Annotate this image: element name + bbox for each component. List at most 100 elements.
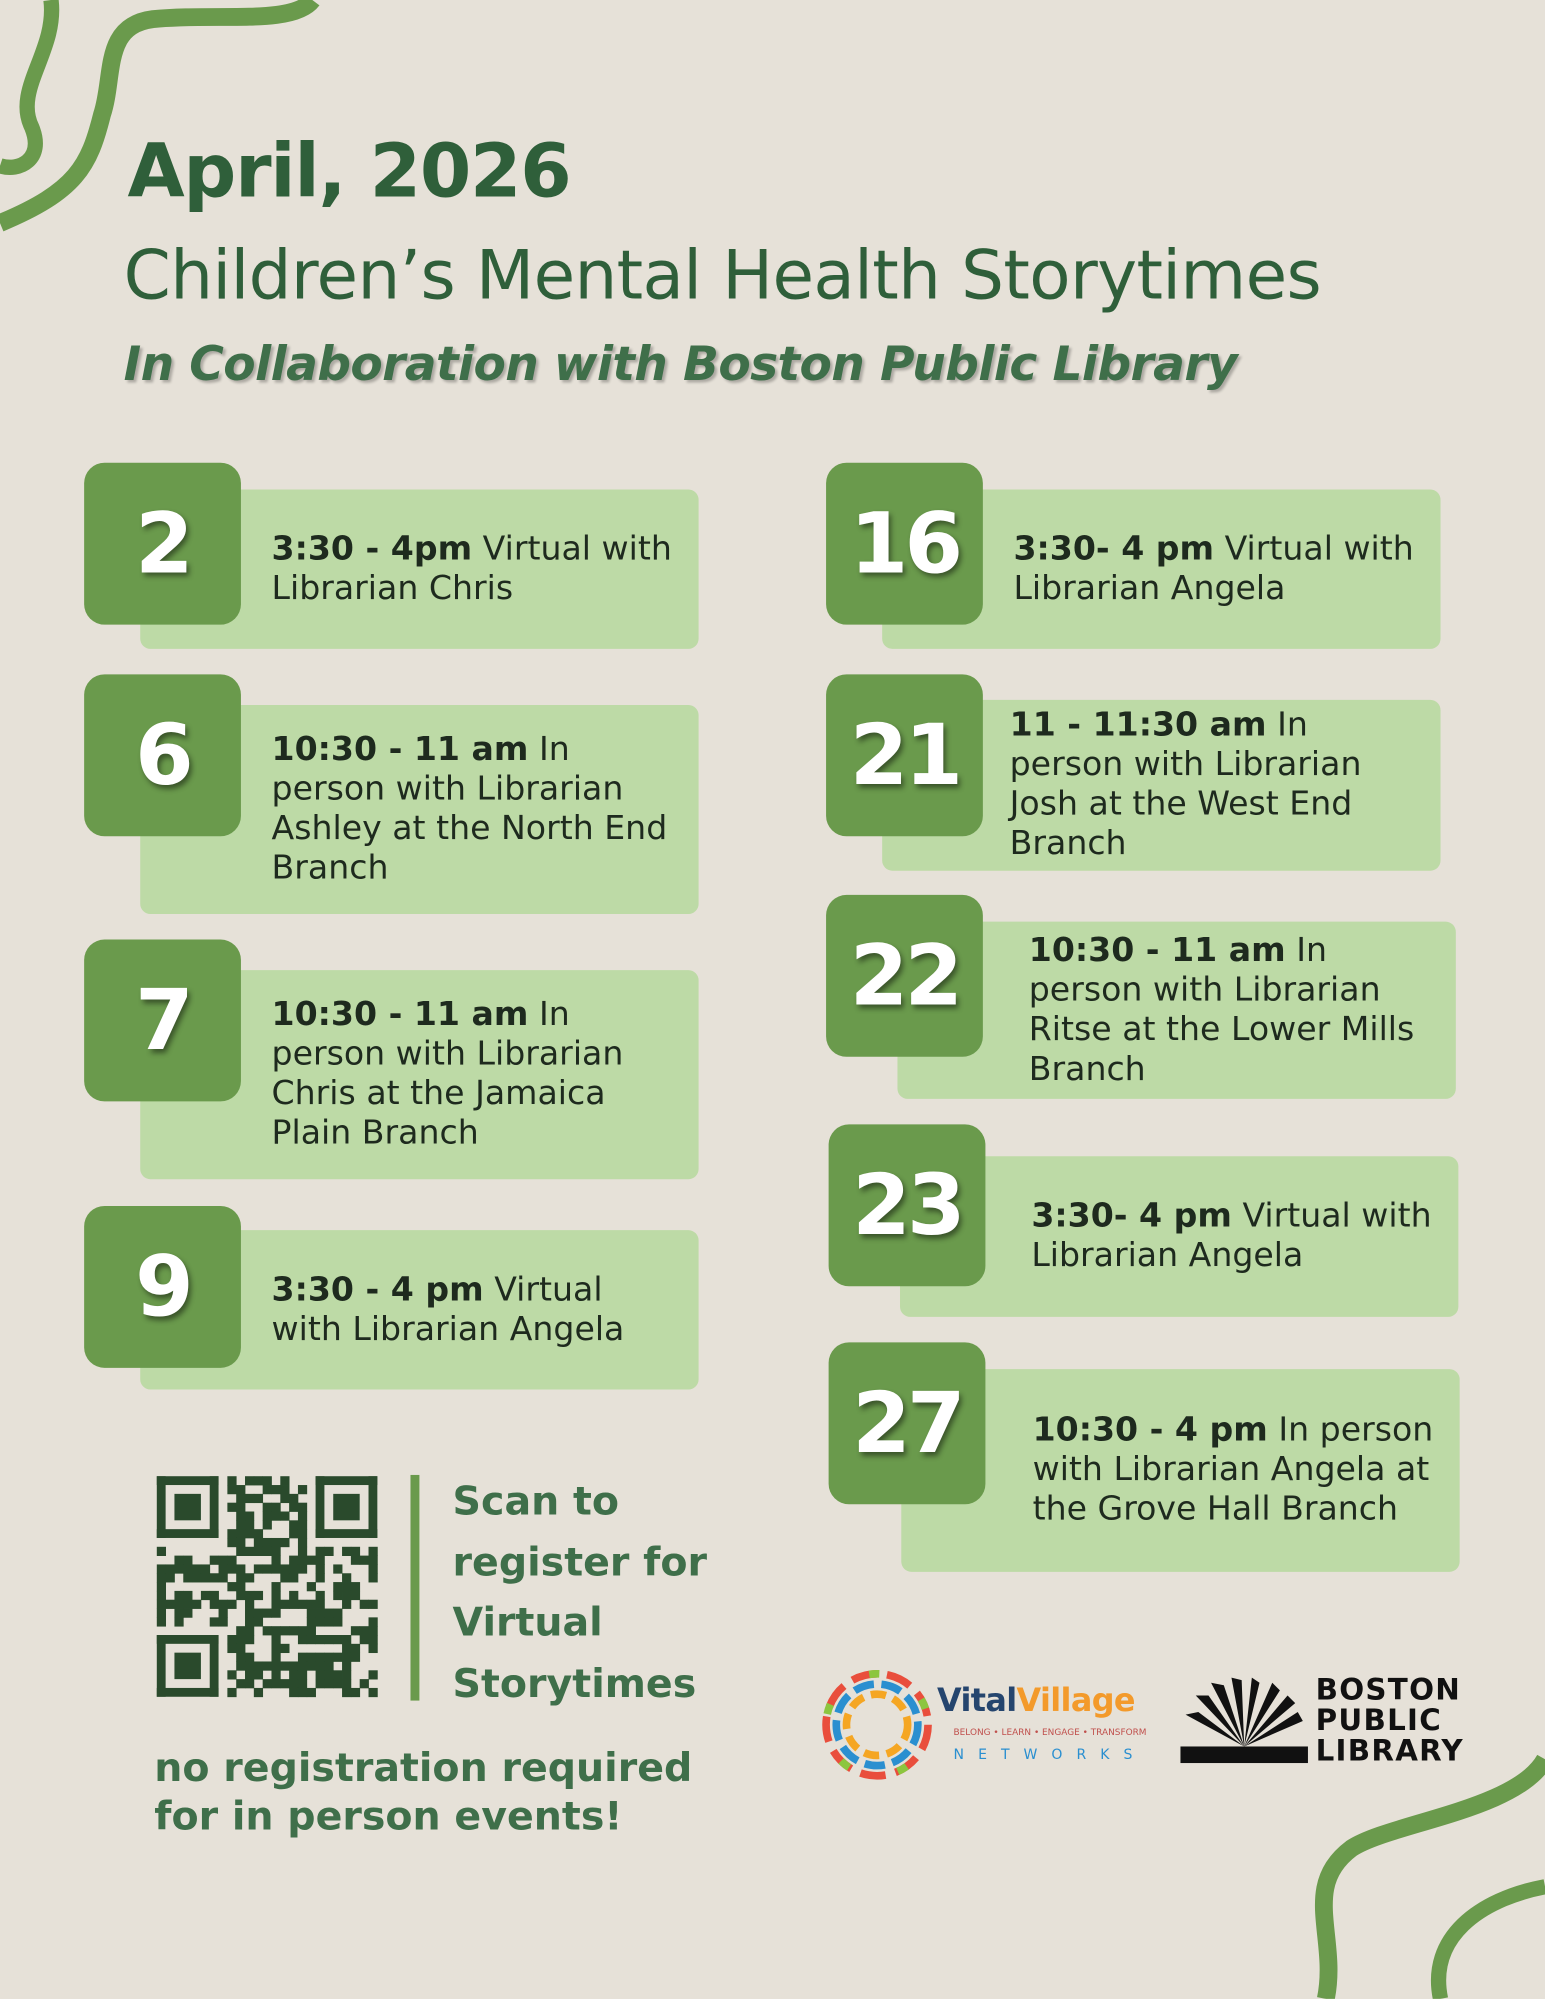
qr-module [297,1687,308,1698]
qr-module [165,1564,175,1574]
qr-module [262,1511,272,1521]
qr-module [227,1670,237,1680]
event-time: 10:30 - 11 am [1028,931,1286,970]
qr-module [227,1555,237,1565]
qr-module [236,1661,246,1671]
bpl-name: BOSTON PUBLIC LIBRARY [1316,1675,1464,1767]
qr-module [359,1599,369,1609]
event-details: In person with Librarian Chris at the Ja… [271,995,624,1153]
qr-module [333,1652,343,1662]
qr-module [368,1476,378,1538]
tagline: In Collaboration with Boston Public Libr… [123,336,1238,392]
qr-module [315,1617,325,1627]
qr-module [245,1529,255,1539]
qr-module [297,1599,308,1609]
qr-module [280,1626,290,1636]
qr-module [315,1555,325,1565]
qr-module [183,1573,193,1583]
event-day: 16 [826,462,983,625]
qr-module [333,1564,343,1574]
qr-module [262,1546,272,1556]
qr-module [174,1564,184,1574]
qr-module [262,1661,272,1671]
qr-module [253,1608,264,1618]
qr-module [350,1590,361,1601]
qr-module [209,1635,219,1697]
qr-module [200,1564,211,1574]
bpl-line: LIBRARY [1315,1735,1464,1769]
qr-module [245,1493,255,1504]
qr-module [350,1546,361,1556]
qr-module [368,1599,378,1609]
qr-module [245,1661,255,1671]
qr-module [236,1590,246,1601]
vital-village-logo-ring [822,1669,932,1780]
qr-module [253,1476,264,1486]
squiggle [0,0,60,175]
qr-module [368,1564,378,1574]
qr-module [245,1520,255,1530]
qr-module [192,1564,202,1574]
event-text: 10:30 - 11 am In person with Librarian C… [272,996,674,1154]
qr-module [280,1661,290,1671]
qr-module [289,1573,299,1583]
qr-module [342,1573,352,1583]
qr-module [280,1476,290,1486]
qr-module [245,1679,255,1689]
event-details: In person with Librarian Josh at the Wes… [1009,706,1362,864]
qr-module [289,1529,299,1539]
qr-module [297,1520,308,1530]
qr-module [209,1555,219,1565]
qr-module [289,1493,299,1504]
qr-module [227,1643,237,1654]
qr-module [289,1626,299,1636]
qr-module [342,1661,352,1671]
squiggle [1314,1754,1545,1999]
qr-module [306,1626,316,1636]
qr-module [324,1652,334,1662]
event-text: 11 - 11:30 am In person with Librarian J… [1010,706,1415,864]
qr-module [324,1608,334,1618]
qr-module [245,1511,255,1521]
qr-module [368,1635,378,1645]
qr-module [280,1679,290,1689]
event-day: 6 [84,674,241,837]
qr-module [236,1537,246,1548]
qr-module [315,1635,325,1645]
event-day: 27 [828,1342,986,1505]
qr-module [245,1617,255,1627]
qr-module [368,1643,378,1654]
qr-module [289,1670,299,1680]
qr-module [271,1485,281,1495]
qr-module [245,1599,255,1609]
qr-module [280,1564,290,1574]
qr-module [359,1679,369,1689]
qr-module [236,1573,246,1583]
qr-module [236,1520,246,1530]
qr-module [262,1679,272,1689]
qr-module [209,1599,219,1609]
qr-module [156,1476,166,1538]
qr-module [271,1626,281,1636]
qr-module [324,1661,334,1671]
qr-module [236,1529,246,1539]
qr-module [236,1626,246,1636]
qr-module [174,1617,184,1627]
qr-module [165,1599,175,1609]
qr-module [271,1555,281,1565]
title: April, 2026 [127,127,571,215]
qr-module [306,1617,316,1627]
qr-module [218,1564,228,1574]
qr-module [368,1573,378,1583]
event-details: In person with Librarian Angela at the G… [1032,1411,1434,1529]
qr-module [315,1599,325,1609]
qr-module [245,1652,255,1662]
qr-module [236,1564,246,1574]
qr-module [342,1635,352,1645]
qr-module [289,1599,299,1609]
event-day: 7 [84,939,241,1102]
vital-village-name: VitalVillage [937,1681,1136,1718]
qr-module [245,1546,255,1556]
